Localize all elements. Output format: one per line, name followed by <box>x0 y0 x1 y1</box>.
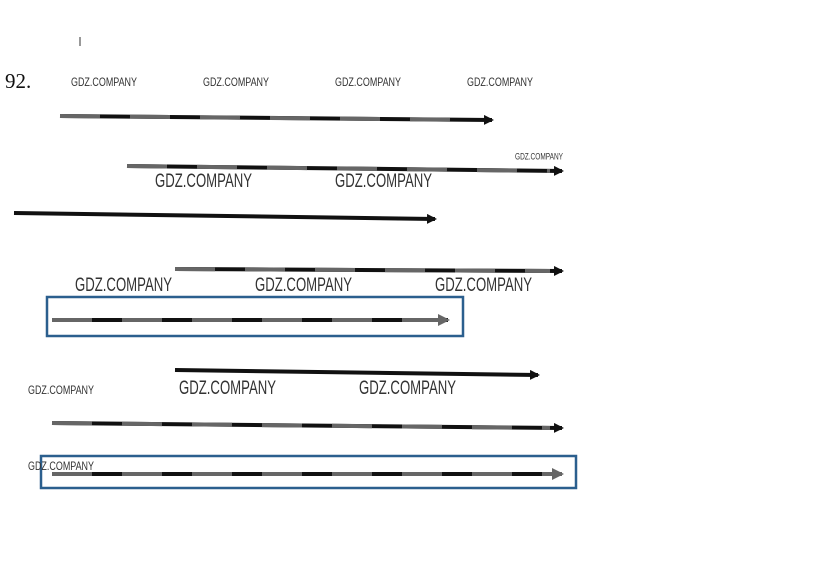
watermark: GDZ.COMPANY <box>28 459 94 473</box>
arrow <box>13 211 437 224</box>
arrow <box>174 368 540 380</box>
frame <box>45 295 465 338</box>
arrow-overlay <box>174 267 551 273</box>
arrow-overlay <box>126 164 551 173</box>
watermark: GDZ.COMPANY <box>335 171 432 192</box>
watermark: GDZ.COMPANY <box>255 275 352 296</box>
frame <box>39 454 578 490</box>
watermark: GDZ.COMPANY <box>335 75 401 89</box>
exercise-number: 92. <box>5 69 31 93</box>
watermark: GDZ.COMPANY <box>155 171 252 192</box>
arrow-overlay <box>59 114 481 122</box>
watermark: GDZ.COMPANY <box>435 275 532 296</box>
arrows <box>13 114 578 490</box>
watermark: GDZ.COMPANY <box>467 75 533 89</box>
watermark: GDZ.COMPANY <box>75 275 172 296</box>
watermark: GDZ.COMPANY <box>28 383 94 397</box>
watermark: GDZ.COMPANY <box>179 378 276 399</box>
arrow <box>174 265 564 276</box>
watermarks: GDZ.COMPANY GDZ.COMPANY GDZ.COMPANY GDZ.… <box>28 75 563 473</box>
watermark: GDZ.COMPANY <box>515 151 563 161</box>
watermark: GDZ.COMPANY <box>359 378 456 399</box>
arrow-overlay <box>51 421 551 430</box>
watermark: GDZ.COMPANY <box>203 75 269 89</box>
watermark: GDZ.COMPANY <box>71 75 137 89</box>
